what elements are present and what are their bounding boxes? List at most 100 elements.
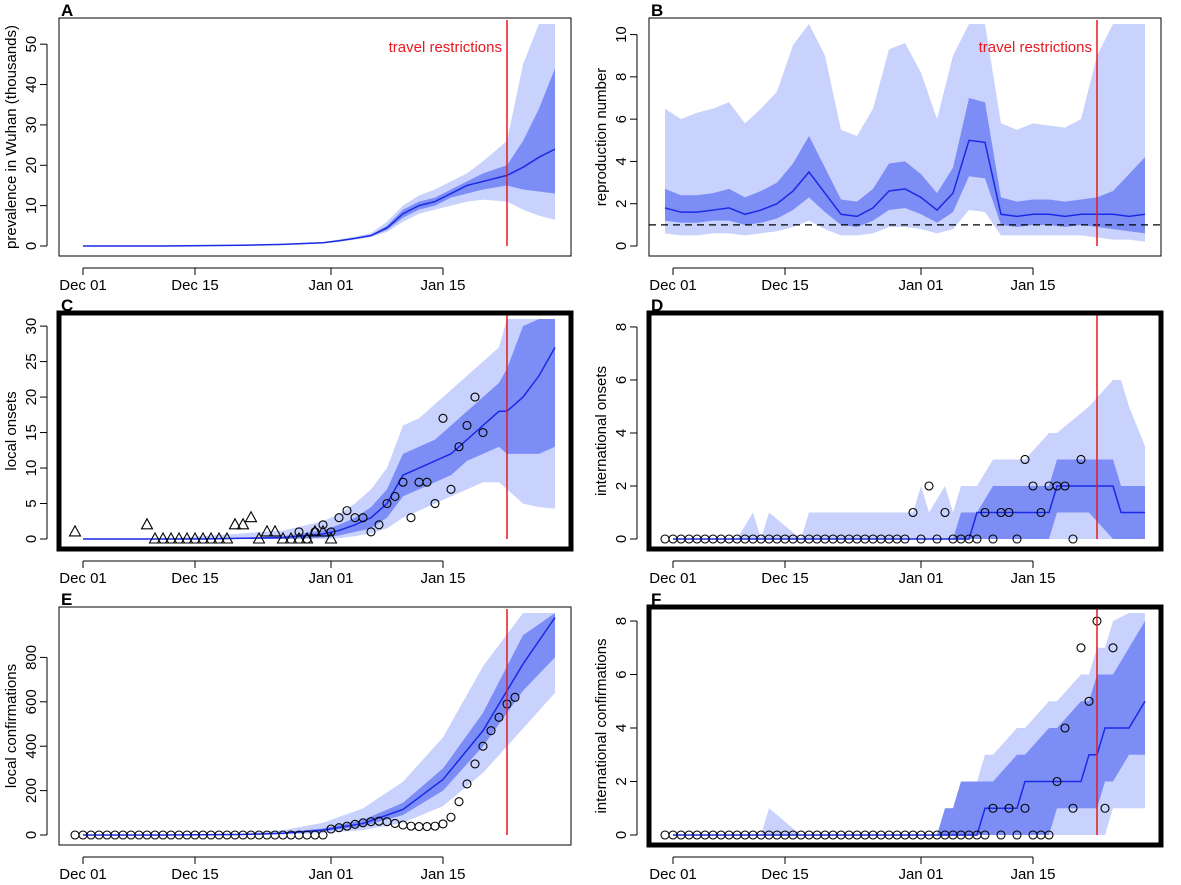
data-point — [164, 531, 178, 544]
y-tick-label: 4 — [613, 157, 630, 165]
data-point — [980, 507, 990, 518]
data-point — [932, 534, 942, 544]
data-point — [462, 779, 472, 789]
data-point — [940, 507, 950, 518]
data-point — [414, 822, 424, 832]
data-point — [454, 797, 464, 807]
data-point — [390, 491, 400, 501]
data-point — [1100, 803, 1110, 813]
data-point — [446, 484, 456, 494]
data-point — [908, 507, 918, 518]
y-tick-label: 2 — [613, 482, 630, 490]
travel-restrictions-label: travel restrictions — [979, 39, 1092, 56]
data-point — [140, 517, 154, 530]
x-tick-label: Dec 15 — [171, 277, 219, 294]
data-point — [470, 759, 480, 769]
data-point — [196, 531, 210, 544]
plot-frame — [646, 604, 1164, 848]
panel-letter: F — [651, 590, 661, 609]
data-point — [220, 531, 234, 544]
data-point — [316, 524, 330, 537]
inner-band — [83, 68, 555, 247]
data-point — [252, 531, 266, 544]
y-tick-label: 0 — [23, 831, 40, 839]
data-point — [430, 821, 440, 831]
plot-area — [83, 319, 556, 540]
x-tick-label: Dec 15 — [761, 570, 809, 587]
data-point — [382, 498, 392, 509]
x-tick-label: Jan 01 — [308, 570, 353, 587]
panel-letter: D — [651, 296, 663, 315]
x-tick-label: Jan 15 — [1010, 866, 1055, 883]
y-tick-label: 50 — [23, 36, 40, 53]
data-point — [1012, 830, 1022, 840]
x-tick-label: Dec 15 — [761, 277, 809, 294]
data-point — [148, 531, 162, 544]
data-point — [358, 513, 368, 523]
data-point — [478, 427, 488, 438]
data-point — [980, 830, 990, 840]
y-tick-label: 0 — [613, 535, 630, 543]
data-point — [398, 477, 408, 487]
median-line — [664, 139, 1146, 218]
median-line — [83, 148, 556, 247]
y-tick-label: 8 — [613, 73, 630, 81]
data-point — [310, 527, 320, 537]
y-tick-label: 0 — [613, 242, 630, 250]
data-point — [510, 692, 520, 702]
x-tick-label: Jan 15 — [420, 570, 465, 587]
data-point — [422, 477, 432, 487]
y-tick-label: 10 — [23, 460, 40, 477]
data-point — [438, 819, 448, 829]
inner-band — [673, 621, 1145, 835]
panel-d: D 0 2 4 6 8 international onsets Dec 01 Dec 15 Ja… — [593, 296, 1164, 587]
inner-band — [83, 613, 555, 835]
y-tick-label: 5 — [23, 499, 40, 507]
data-point — [188, 531, 202, 544]
y-axis-title: reproduction number — [593, 68, 610, 206]
y-tick-label: 6 — [613, 115, 630, 123]
y-tick-label: 10 — [23, 197, 40, 214]
data-point — [244, 510, 258, 523]
x-tick-label: Dec 15 — [171, 570, 219, 587]
plot-area — [83, 24, 556, 247]
data-point — [660, 534, 670, 544]
data-point — [366, 527, 376, 537]
data-point — [292, 531, 306, 544]
data-point — [454, 442, 464, 452]
y-tick-label: 8 — [613, 617, 630, 625]
data-point — [972, 534, 982, 544]
data-point — [462, 420, 472, 431]
data-point — [1036, 507, 1046, 518]
outer-band — [83, 319, 555, 539]
data-point — [302, 534, 312, 544]
data-point — [1004, 507, 1014, 518]
x-tick-label: Dec 15 — [761, 866, 809, 883]
plot-frame — [56, 310, 574, 552]
travel-restrictions-label: travel restrictions — [389, 39, 502, 56]
data-point — [1020, 454, 1030, 465]
x-tick-label: Jan 15 — [1010, 570, 1055, 587]
panel-letter: A — [61, 1, 73, 20]
data-point — [996, 830, 1006, 840]
data-point — [1076, 454, 1086, 465]
panel-b: travel restrictions B 0 2 4 6 8 10 reproduction … — [593, 1, 1162, 294]
plot-area — [673, 379, 1145, 540]
data-point — [1060, 481, 1070, 491]
plot-area — [83, 613, 556, 836]
data-point — [156, 531, 170, 544]
data-point — [318, 520, 328, 530]
data-point — [294, 527, 304, 537]
y-tick-label: 800 — [23, 645, 40, 670]
y-tick-label: 30 — [23, 117, 40, 134]
plot-area — [649, 24, 1161, 242]
y-tick-label: 0 — [23, 535, 40, 543]
data-point — [478, 741, 488, 751]
data-point — [1028, 481, 1038, 491]
median-line — [83, 347, 556, 540]
x-tick-label: Dec 01 — [649, 277, 697, 294]
plot-frame — [58, 17, 572, 257]
y-tick-label: 30 — [23, 318, 40, 335]
y-tick-label: 2 — [613, 200, 630, 208]
data-point — [172, 531, 186, 544]
